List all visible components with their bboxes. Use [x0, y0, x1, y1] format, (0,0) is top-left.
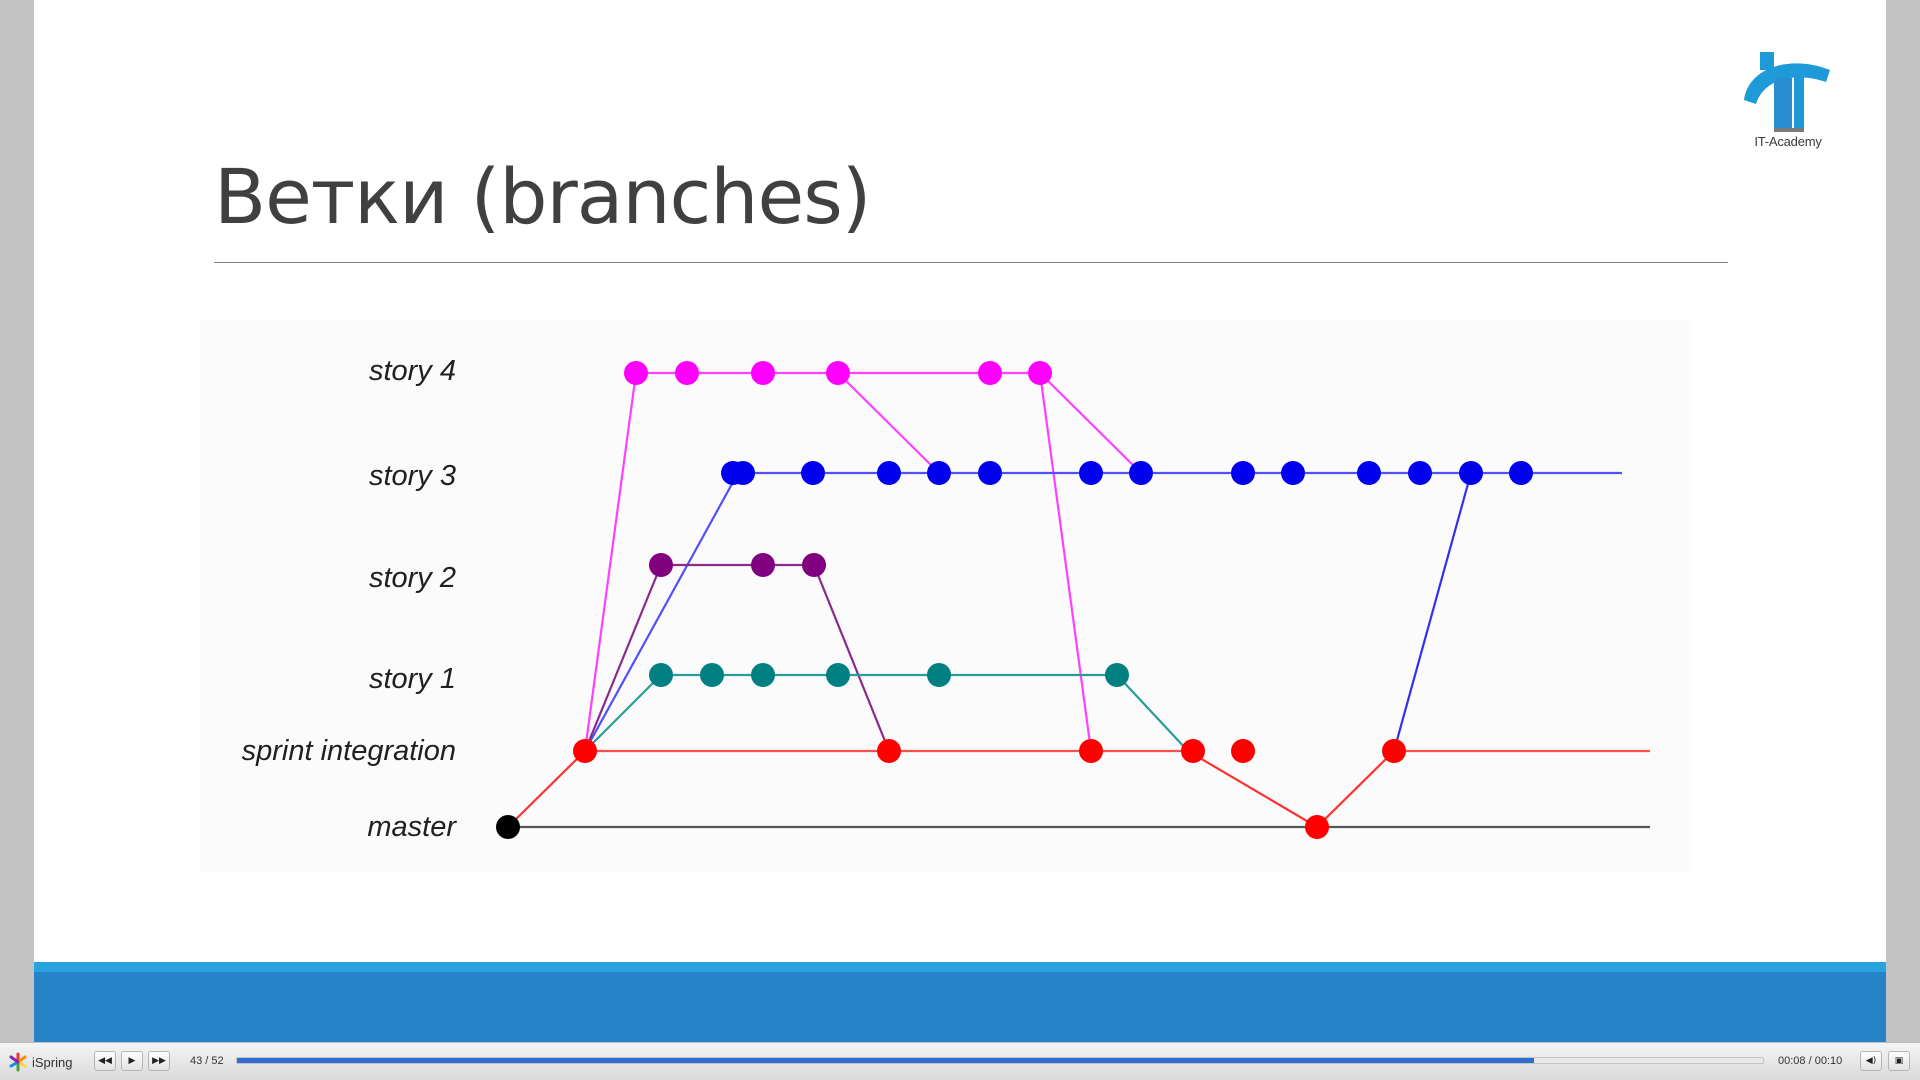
commit-story3-13 — [1459, 461, 1483, 485]
commit-sprint-2 — [877, 739, 901, 763]
commit-master-1 — [496, 815, 520, 839]
commit-sprint-3 — [1079, 739, 1103, 763]
commit-story3-5 — [927, 461, 951, 485]
commit-story2-3 — [802, 553, 826, 577]
story4-merge-to-story3-a — [837, 372, 940, 474]
lane-label-master: master — [367, 811, 457, 843]
logo-mark-icon — [1744, 52, 1830, 132]
footer-band-light — [34, 962, 1886, 972]
next-slide-button[interactable]: ▶▶ — [148, 1051, 170, 1071]
commit-story4-1 — [624, 361, 648, 385]
slide-title: Ветки (branches) — [214, 152, 871, 241]
commit-story3-8 — [1129, 461, 1153, 485]
sprint-fork-line — [507, 750, 586, 828]
commit-story4-5 — [978, 361, 1002, 385]
lane-label-story3: story 3 — [369, 460, 456, 492]
commit-story4-6 — [1028, 361, 1052, 385]
playback-time: 00:08 / 00:10 — [1778, 1055, 1843, 1067]
commit-sprint-4 — [1181, 739, 1205, 763]
commit-story1-5 — [927, 663, 951, 687]
commit-story2-2 — [751, 553, 775, 577]
lane-label-story1: story 1 — [369, 663, 456, 695]
fullscreen-button[interactable]: ▣ — [1888, 1051, 1910, 1071]
it-academy-logo: IT-Academy — [1740, 48, 1836, 156]
story4-merge-to-story3-b — [1039, 372, 1142, 474]
commit-master-2 — [1305, 815, 1329, 839]
lane-label-story4: story 4 — [369, 355, 456, 387]
play-button[interactable]: ▶ — [121, 1051, 143, 1071]
story4-merge-to-sprint — [1038, 372, 1093, 752]
player-toolbar: iSpring ◀◀ ▶ ▶▶ 43 / 52 00:08 / 00:10 ◀)… — [0, 1042, 1920, 1080]
commit-sprint-5 — [1231, 739, 1255, 763]
commit-sprint-6 — [1382, 739, 1406, 763]
diagram-background — [200, 320, 1692, 872]
commit-story3-4 — [877, 461, 901, 485]
commit-story4-4 — [826, 361, 850, 385]
branch-diagram: story 4 story 3 story 2 story 1 sprint i… — [200, 320, 1692, 872]
commit-story3-11 — [1357, 461, 1381, 485]
footer-band-dark — [34, 972, 1886, 1042]
rewind-icon: ◀◀ — [98, 1056, 112, 1066]
previous-slide-button[interactable]: ◀◀ — [94, 1051, 116, 1071]
commit-story3-3 — [801, 461, 825, 485]
slide: IT-Academy Ветки (branches) story 4 stor… — [34, 0, 1886, 1042]
commit-story3-14 — [1509, 461, 1533, 485]
slide-counter: 43 / 52 — [190, 1055, 224, 1067]
commit-story3-10 — [1281, 461, 1305, 485]
progress-bar[interactable] — [236, 1057, 1764, 1064]
commit-story3-7 — [1079, 461, 1103, 485]
fullscreen-icon: ▣ — [1894, 1056, 1904, 1066]
commit-story1-6 — [1105, 663, 1129, 687]
commit-story1-4 — [826, 663, 850, 687]
fast-forward-icon: ▶▶ — [152, 1056, 166, 1066]
progress-fill — [237, 1058, 1535, 1063]
commit-story1-1 — [649, 663, 673, 687]
commit-story2-1 — [649, 553, 673, 577]
commit-story3-2 — [731, 461, 755, 485]
commit-story3-9 — [1231, 461, 1255, 485]
sprint-to-story3-line — [1392, 472, 1473, 752]
volume-button[interactable]: ◀) — [1860, 1051, 1882, 1071]
commit-story1-2 — [700, 663, 724, 687]
commit-story4-3 — [751, 361, 775, 385]
story2-line — [583, 563, 891, 752]
commit-story3-6 — [978, 461, 1002, 485]
commit-story3-12 — [1408, 461, 1432, 485]
commit-sprint-1 — [573, 739, 597, 763]
story1-line — [584, 673, 1189, 752]
commit-story4-2 — [675, 361, 699, 385]
lane-label-story2: story 2 — [369, 562, 456, 594]
title-divider — [214, 262, 1728, 263]
logo-text: IT-Academy — [1754, 134, 1822, 149]
play-icon: ▶ — [128, 1056, 136, 1066]
ispring-logo-icon — [9, 1052, 27, 1072]
commit-story1-3 — [751, 663, 775, 687]
ispring-brand-text: iSpring — [32, 1054, 73, 1070]
volume-icon: ◀) — [1865, 1056, 1877, 1066]
ispring-brand: iSpring — [8, 1052, 72, 1072]
lane-label-sprint: sprint integration — [242, 735, 456, 767]
